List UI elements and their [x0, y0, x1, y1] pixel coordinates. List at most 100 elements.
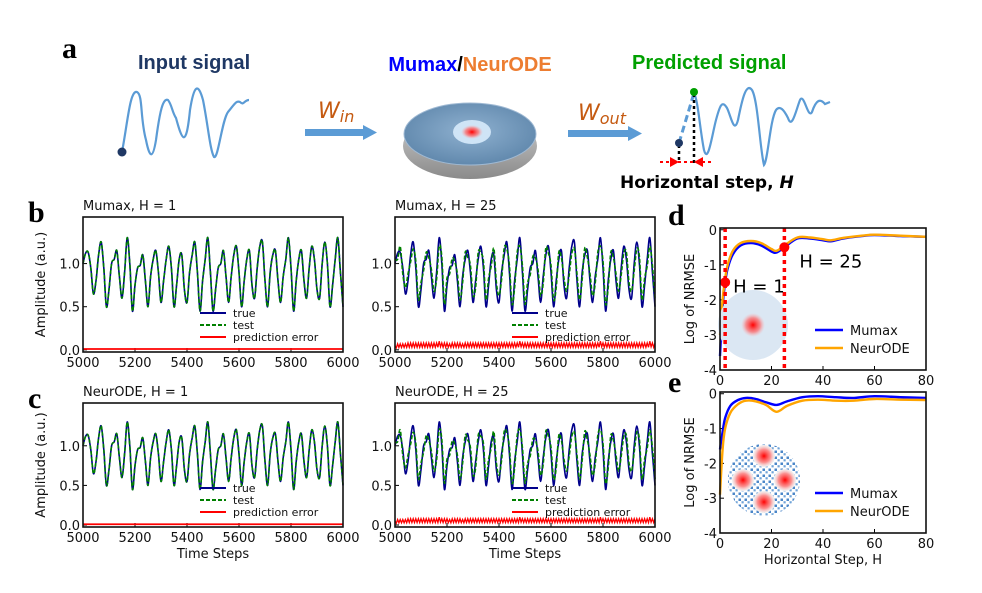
legend-label: true	[233, 482, 256, 495]
x-tick-label: 5200	[118, 356, 151, 371]
legend-label: test	[233, 494, 255, 507]
input-signal-wave	[120, 87, 250, 159]
x-tick-label: 20	[763, 537, 780, 552]
x-axis-label: Horizontal Step, H	[764, 553, 882, 568]
chart-b-left: Mumax, H = 1 5000 5200 5400 5600 5800 6000 0.0 0…	[34, 199, 360, 371]
y-tick-label: -3	[704, 329, 717, 344]
series-test-line	[394, 427, 656, 485]
x-tick-label: 40	[815, 374, 832, 389]
x-tick-label: 80	[918, 537, 935, 552]
panel-label-e: e	[668, 366, 681, 399]
panel-label-a: a	[62, 32, 77, 65]
y-tick-label: 1.0	[59, 258, 80, 273]
y-tick-label: -4	[704, 527, 717, 542]
y-tick-label: -2	[704, 294, 717, 309]
y-tick-label: 0	[709, 224, 717, 239]
x-tick-label: 5000	[378, 356, 411, 371]
legend-label: prediction error	[233, 506, 319, 519]
legend-label: true	[233, 307, 256, 320]
y-tick-label: 0.0	[59, 519, 80, 534]
model-label: Mumax/NeurODE	[388, 54, 551, 76]
x-tick-label: 0	[716, 537, 724, 552]
y-tick-label: -1	[704, 259, 717, 274]
legend-label: Mumax	[850, 324, 898, 339]
y-tick-label: -3	[704, 492, 717, 507]
x-tick-label: 5600	[222, 356, 255, 371]
x-tick-label: 60	[866, 537, 883, 552]
mumax-label: Mumax	[388, 54, 457, 76]
panel-label-b: b	[28, 196, 45, 229]
model-separator: /	[457, 54, 463, 76]
series-line-neurode	[718, 397, 927, 495]
chart-c-right: NeurODE, H = 25 5000 5200 5400 5600 5800 6000 0…	[371, 385, 671, 562]
x-tick-label: 5400	[482, 531, 515, 546]
y-tick-label: 0	[709, 388, 717, 403]
input-start-dot	[117, 147, 127, 157]
skyrmion-core-icon	[741, 313, 765, 337]
x-tick-label: 5600	[534, 356, 567, 371]
x-tick-label: 5000	[66, 531, 99, 546]
predicted-end-dot	[690, 88, 698, 96]
legend-label: NeurODE	[850, 505, 910, 520]
x-tick-label: 5800	[586, 531, 619, 546]
legend-label: test	[233, 319, 255, 332]
y-axis-label: Log of NRMSE	[683, 417, 698, 507]
x-tick-label: 80	[918, 374, 935, 389]
skyrmion-core-icon	[774, 469, 796, 491]
skyrmion-core-icon	[753, 445, 775, 467]
plot-area	[718, 394, 927, 495]
y-axis-label: Amplitude (a.u.)	[34, 412, 49, 517]
series-test-line	[394, 244, 656, 306]
x-tick-label: 5800	[274, 356, 307, 371]
x-axis-label: Time Steps	[488, 547, 562, 562]
x-tick-label: 0	[716, 374, 724, 389]
y-axis-label: Log of NRMSE	[683, 254, 698, 344]
series-test-line	[82, 236, 344, 313]
x-tick-label: 5200	[430, 356, 463, 371]
x-tick-label: 6000	[326, 356, 359, 371]
x-tick-label: 20	[763, 374, 780, 389]
y-tick-label: 0.0	[371, 519, 392, 534]
series-error-line	[394, 516, 656, 525]
x-tick-label: 5400	[482, 356, 515, 371]
x-tick-label: 5600	[222, 531, 255, 546]
series-true-line	[394, 236, 656, 313]
legend-label: prediction error	[233, 331, 319, 344]
plot-frame	[394, 402, 656, 528]
y-tick-label: 0.0	[59, 344, 80, 359]
x-tick-label: 5000	[66, 356, 99, 371]
x-tick-label: 5200	[430, 531, 463, 546]
plot-frame	[719, 391, 927, 534]
neurode-label: NeurODE	[463, 54, 552, 76]
legend-label: NeurODE	[850, 342, 910, 357]
horizontal-step-label: Horizontal step, H	[620, 173, 794, 193]
x-tick-label: 40	[815, 537, 832, 552]
y-tick-label: -1	[704, 423, 717, 438]
x-tick-label: 6000	[638, 531, 671, 546]
w-in-label: Win	[318, 99, 354, 126]
panel-label-c: c	[28, 382, 41, 415]
panel-label-d: d	[668, 199, 685, 232]
series-true-line	[394, 421, 656, 491]
plot-area	[394, 421, 656, 525]
series-line-mumax	[718, 394, 927, 450]
plot-frame	[394, 216, 656, 353]
chart-d: 0 20 40 60 80 0 -1 -2 -3 -4 Log of NRMSE Mumax NeurO…	[683, 224, 934, 389]
plot-frame	[82, 402, 344, 528]
h-marker-dot	[720, 277, 731, 288]
predicted-signal-label: Predicted signal	[632, 52, 787, 74]
x-tick-label: 5200	[118, 531, 151, 546]
x-tick-label: 5600	[534, 531, 567, 546]
y-tick-label: 0.5	[371, 479, 392, 494]
legend-label: test	[545, 319, 567, 332]
series-test-line	[82, 421, 344, 491]
plot-area	[82, 236, 344, 350]
predicted-start-dot	[675, 139, 683, 147]
chart-c-left: NeurODE, H = 1 5000 5200 5400 5600 5800 6000 0.…	[34, 385, 360, 562]
panel-a: a Input signal Mumax/NeurODE Predicted s…	[62, 32, 831, 193]
y-axis-label: Amplitude (a.u.)	[34, 232, 49, 337]
